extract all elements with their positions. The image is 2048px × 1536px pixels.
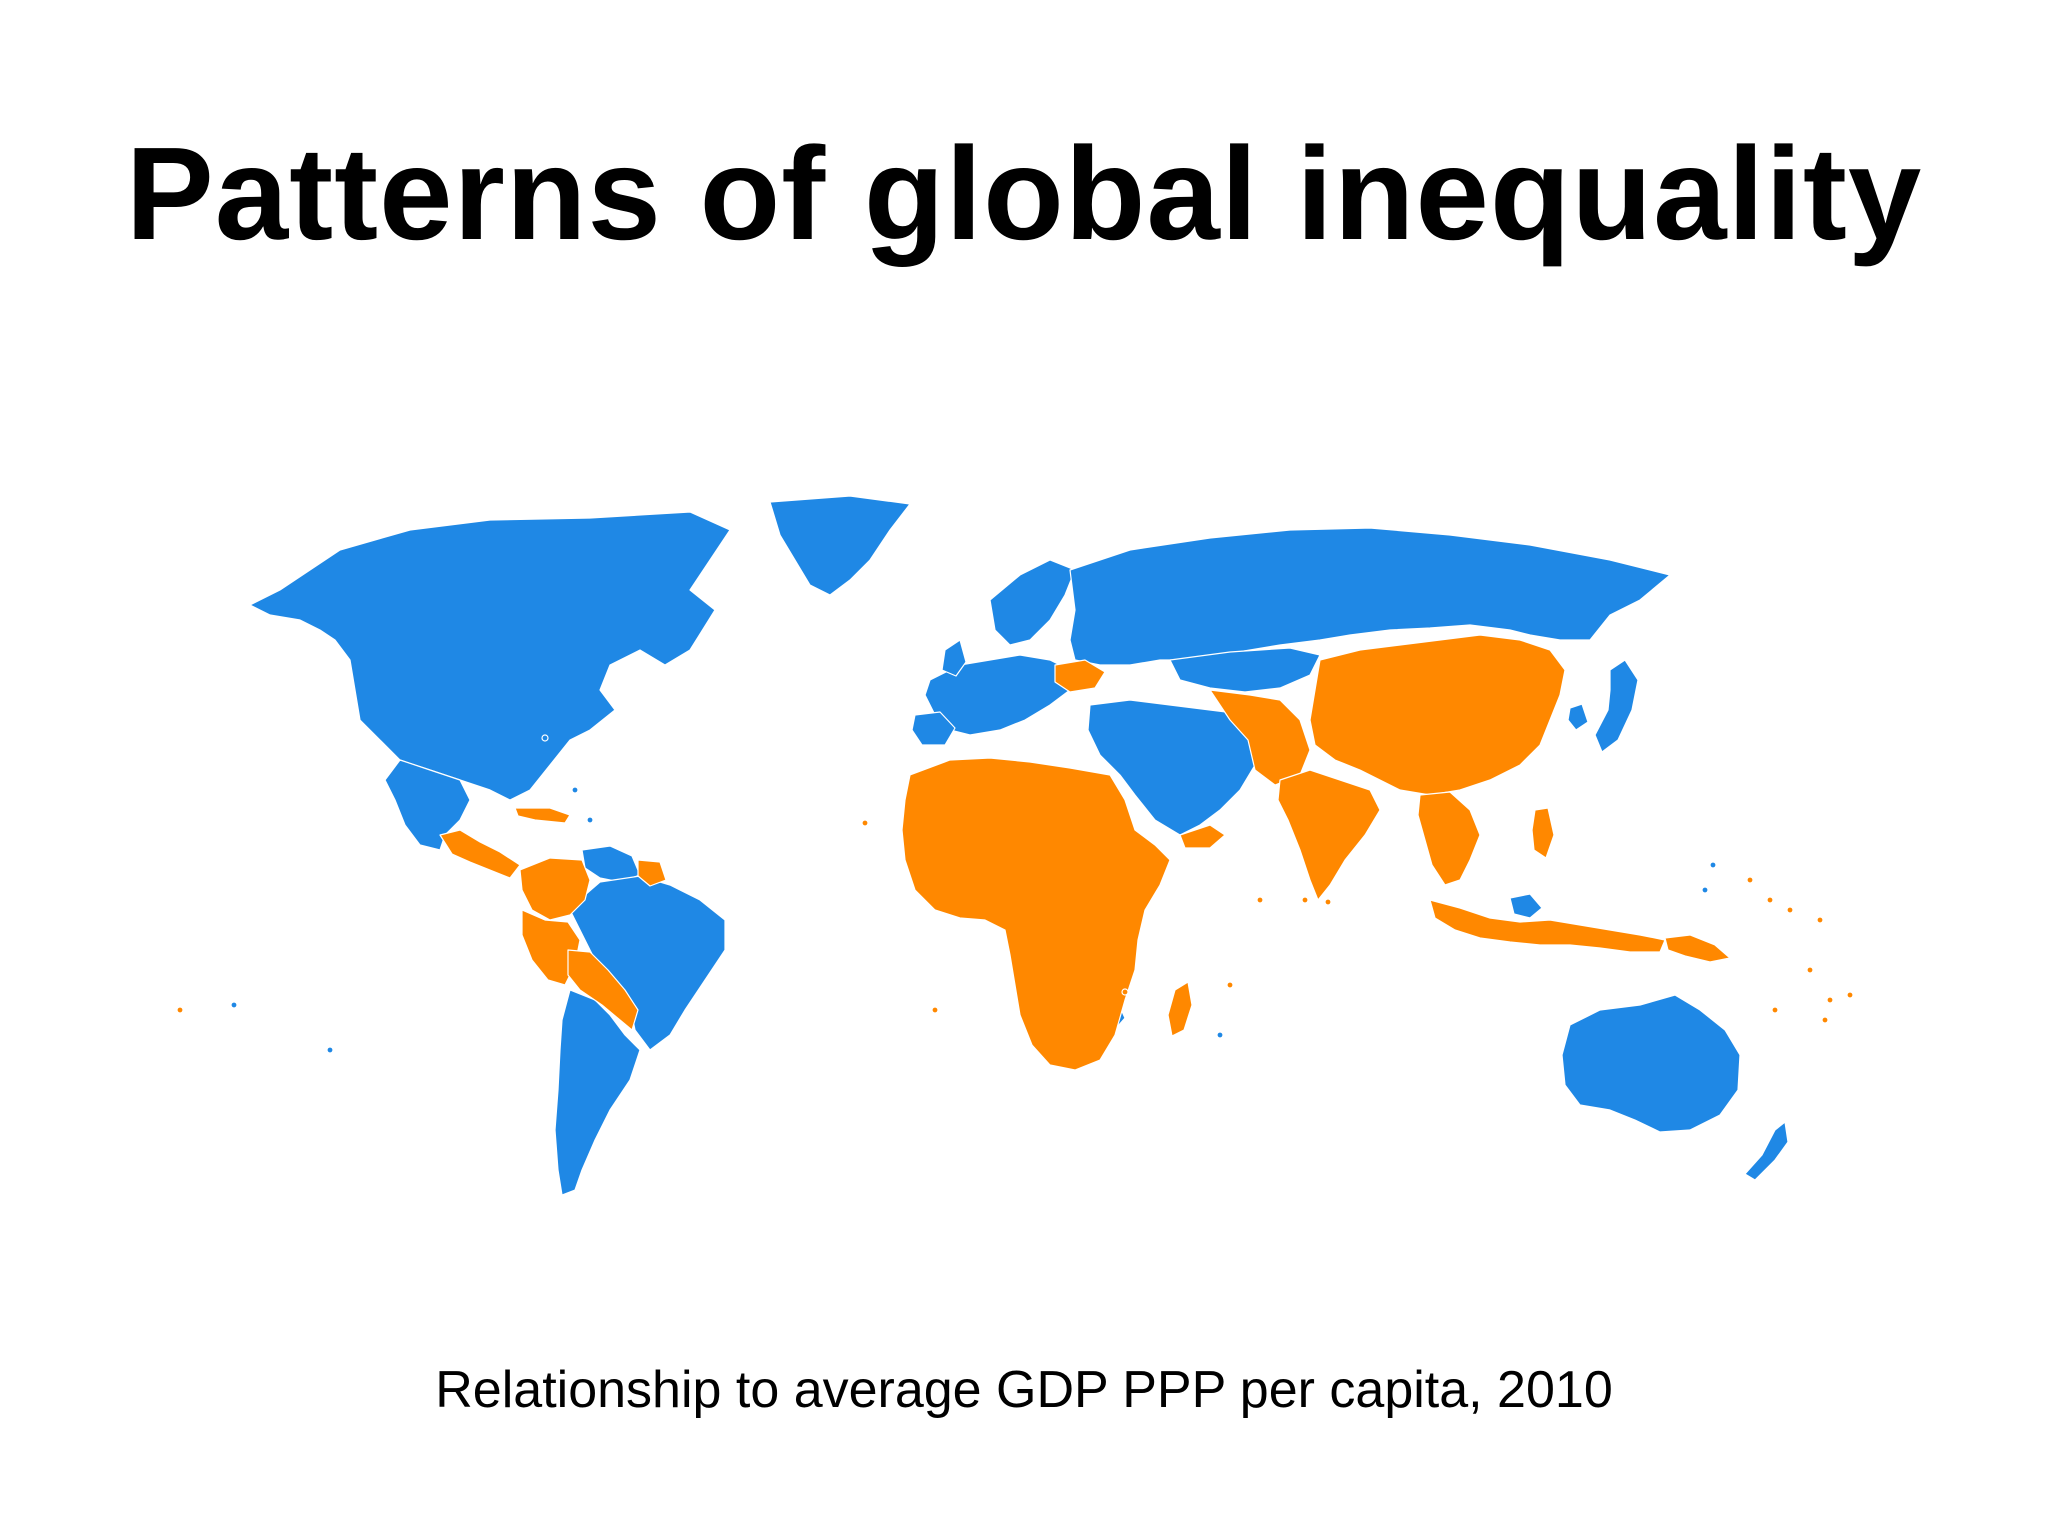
region-central-america	[439, 829, 521, 879]
map-caption: Relationship to average GDP PPP per capi…	[435, 1361, 1613, 1419]
region-indonesia	[1429, 899, 1666, 953]
world-map	[170, 490, 1890, 1250]
region-iberia	[911, 711, 956, 746]
region-north-america	[249, 511, 731, 801]
region-bolivia-paraguay	[567, 949, 639, 1031]
region-uk	[941, 639, 967, 677]
world-map-svg	[176, 495, 1854, 1196]
region-mexico	[384, 759, 471, 851]
slide-title: Patterns of global inequality	[125, 120, 1923, 267]
region-southeast-asia	[1417, 791, 1481, 886]
region-colombia	[519, 857, 591, 921]
region-yemen	[1179, 824, 1226, 849]
region-venezuela	[581, 845, 641, 883]
region-scandinavia	[989, 559, 1076, 646]
region-kazakhstan	[1169, 647, 1321, 693]
region-papua-new-guinea	[1664, 934, 1731, 963]
region-madagascar	[1167, 981, 1193, 1037]
region-middle-east	[1087, 699, 1266, 836]
region-philippines	[1531, 807, 1555, 859]
region-argentina-chile	[554, 989, 641, 1196]
region-africa	[901, 757, 1171, 1071]
region-greenland	[769, 495, 911, 596]
region-japan	[1594, 659, 1639, 753]
region-new-zealand	[1744, 1121, 1789, 1181]
region-ukraine	[1054, 659, 1106, 693]
region-caribbean	[514, 807, 571, 824]
region-australia	[1561, 994, 1741, 1133]
region-south-asia	[1277, 769, 1381, 901]
region-china	[1309, 634, 1566, 796]
region-south-korea	[1567, 703, 1589, 731]
region-guianas	[637, 859, 667, 887]
region-malaysia	[1509, 893, 1543, 919]
region-brazil	[569, 875, 726, 1051]
region-russia	[1069, 527, 1671, 666]
